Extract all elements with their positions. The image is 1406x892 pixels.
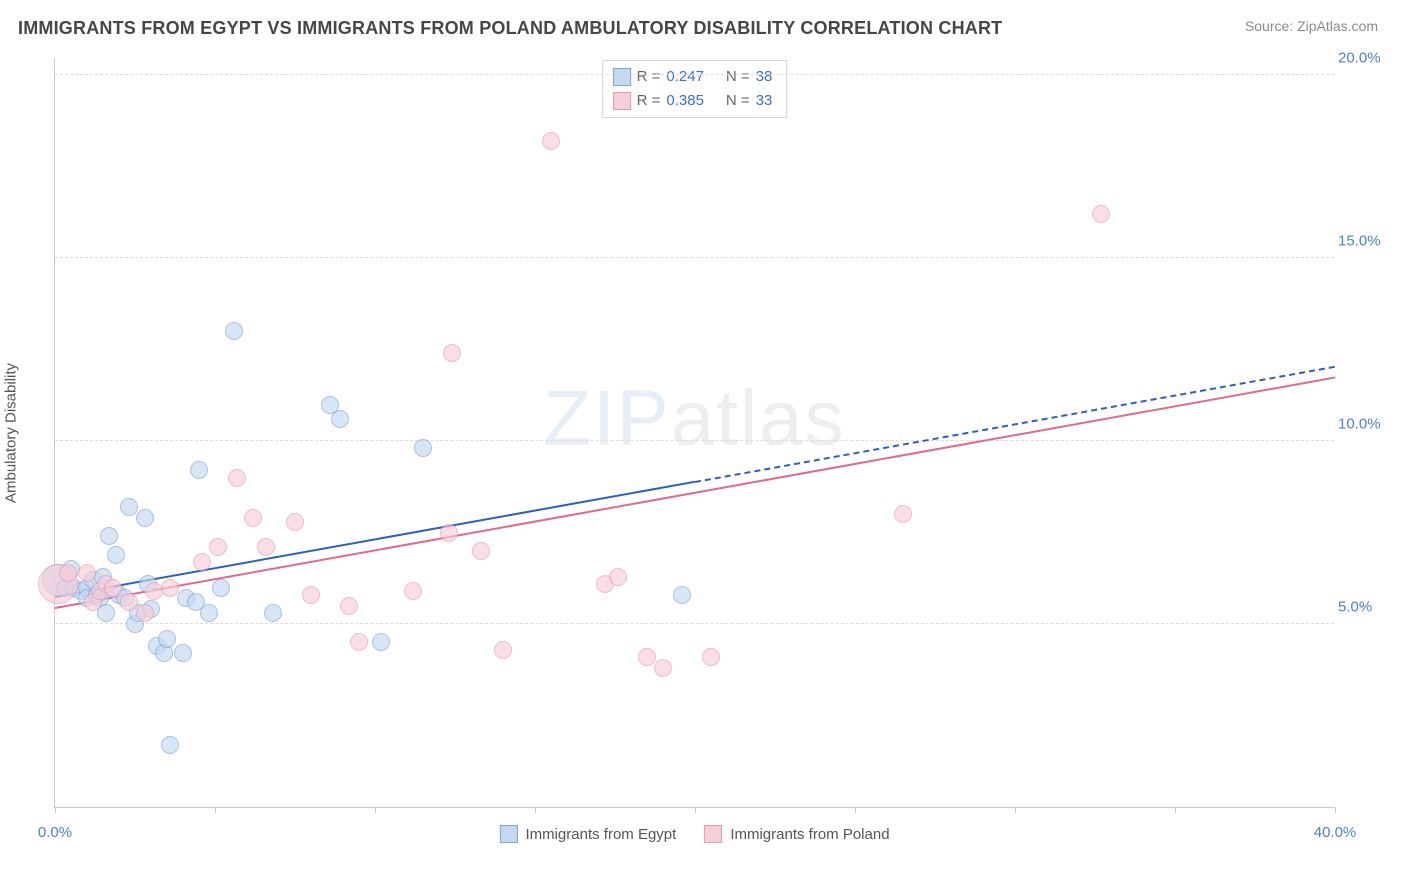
x-tick: [1015, 807, 1016, 813]
x-tick: [1335, 807, 1336, 813]
data-point: [414, 439, 432, 457]
grid-line: [55, 623, 1334, 624]
source-name: ZipAtlas.com: [1297, 18, 1378, 34]
source-label: Source:: [1245, 18, 1297, 34]
y-tick-label: 20.0%: [1338, 50, 1390, 67]
r-value-0: 0.247: [666, 65, 704, 89]
watermark-zip: ZIP: [543, 373, 670, 461]
grid-line: [55, 257, 1334, 258]
r-value-1: 0.385: [666, 89, 704, 113]
x-tick: [535, 807, 536, 813]
data-point: [638, 648, 656, 666]
data-point: [702, 648, 720, 666]
data-point: [225, 322, 243, 340]
data-point: [212, 579, 230, 597]
n-value-1: 33: [756, 89, 773, 113]
data-point: [257, 538, 275, 556]
data-point: [174, 644, 192, 662]
data-point: [609, 568, 627, 586]
x-tick: [695, 807, 696, 813]
data-point: [120, 593, 138, 611]
data-point: [894, 505, 912, 523]
data-point: [494, 641, 512, 659]
watermark-atlas: atlas: [671, 373, 846, 461]
data-point: [190, 461, 208, 479]
x-tick: [55, 807, 56, 813]
data-point: [107, 546, 125, 564]
data-point: [104, 579, 122, 597]
x-tick: [1175, 807, 1176, 813]
data-point: [158, 630, 176, 648]
swatch-egypt-bottom: [499, 825, 517, 843]
data-point: [100, 527, 118, 545]
data-point: [161, 736, 179, 754]
n-value-0: 38: [756, 65, 773, 89]
series-name-1: Immigrants from Poland: [730, 826, 889, 843]
data-point: [209, 538, 227, 556]
plot-region: ZIPatlas Ambulatory Disability R = 0.247…: [54, 58, 1334, 808]
data-point: [286, 513, 304, 531]
watermark: ZIPatlas: [543, 372, 845, 463]
data-point: [193, 553, 211, 571]
y-axis-label: Ambulatory Disability: [3, 362, 20, 502]
data-point: [472, 542, 490, 560]
data-point: [542, 132, 560, 150]
data-point: [673, 586, 691, 604]
grid-line: [55, 440, 1334, 441]
series-name-0: Immigrants from Egypt: [525, 826, 676, 843]
data-point: [244, 509, 262, 527]
data-point: [440, 524, 458, 542]
correlation-legend: R = 0.247 N = 38 R = 0.385 N = 33: [602, 60, 788, 118]
swatch-poland: [613, 92, 631, 110]
data-point: [443, 344, 461, 362]
swatch-poland-bottom: [704, 825, 722, 843]
y-tick-label: 10.0%: [1338, 416, 1390, 433]
x-tick: [855, 807, 856, 813]
trend-line: [695, 366, 1335, 483]
n-label-0: N =: [726, 65, 750, 89]
series-legend: Immigrants from Egypt Immigrants from Po…: [499, 825, 889, 843]
data-point: [350, 633, 368, 651]
x-tick: [215, 807, 216, 813]
data-point: [136, 509, 154, 527]
legend-item-egypt: Immigrants from Egypt: [499, 825, 676, 843]
grid-line: [55, 74, 1334, 75]
r-label-0: R =: [637, 65, 661, 89]
data-point: [228, 469, 246, 487]
x-tick: [375, 807, 376, 813]
data-point: [264, 604, 282, 622]
data-point: [404, 582, 422, 600]
title-bar: IMMIGRANTS FROM EGYPT VS IMMIGRANTS FROM…: [0, 0, 1406, 47]
x-tick-label: 0.0%: [38, 824, 72, 841]
data-point: [120, 498, 138, 516]
data-point: [340, 597, 358, 615]
x-tick-label: 40.0%: [1314, 824, 1357, 841]
n-label-1: N =: [726, 89, 750, 113]
chart-title: IMMIGRANTS FROM EGYPT VS IMMIGRANTS FROM…: [18, 18, 1002, 39]
y-tick-label: 5.0%: [1338, 599, 1390, 616]
source-attribution: Source: ZipAtlas.com: [1245, 18, 1378, 34]
data-point: [302, 586, 320, 604]
data-point: [654, 659, 672, 677]
data-point: [78, 564, 96, 582]
chart-area: ZIPatlas Ambulatory Disability R = 0.247…: [54, 58, 1374, 828]
y-tick-label: 15.0%: [1338, 233, 1390, 250]
legend-item-poland: Immigrants from Poland: [704, 825, 889, 843]
data-point: [331, 410, 349, 428]
legend-row-egypt: R = 0.247 N = 38: [613, 65, 773, 89]
r-label-1: R =: [637, 89, 661, 113]
data-point: [1092, 205, 1110, 223]
legend-row-poland: R = 0.385 N = 33: [613, 89, 773, 113]
trend-line: [55, 377, 1335, 609]
swatch-egypt: [613, 68, 631, 86]
data-point: [372, 633, 390, 651]
data-point: [200, 604, 218, 622]
data-point: [136, 604, 154, 622]
data-point: [59, 564, 77, 582]
data-point: [161, 579, 179, 597]
